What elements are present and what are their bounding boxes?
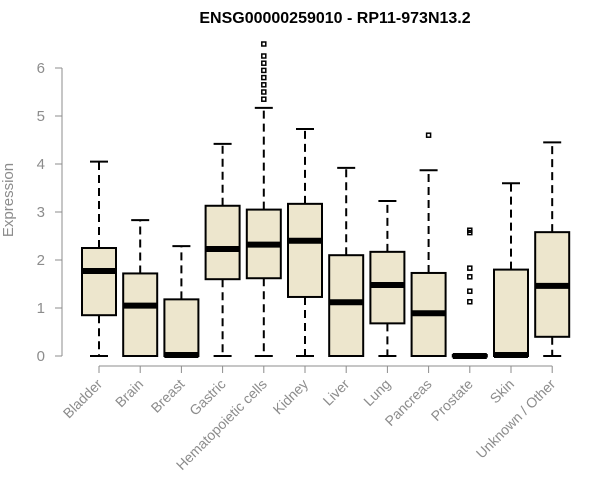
y-tick-label: 6: [37, 60, 45, 77]
y-tick-label: 0: [37, 348, 45, 365]
outlier-point: [261, 41, 267, 47]
x-tick-label: Skin: [487, 376, 518, 407]
box-bladder: [81, 160, 117, 357]
x-tick-label: Prostate: [428, 376, 476, 424]
box-gastric: [204, 142, 241, 357]
x-tick-label: Brain: [112, 376, 146, 410]
iqr-box: [163, 298, 200, 357]
box-breast: [163, 245, 200, 359]
outlier-point: [261, 74, 267, 81]
x-tick-label: Kidney: [270, 376, 312, 418]
y-axis-label: Expression: [0, 163, 17, 237]
outlier-point: [467, 227, 473, 233]
box-prostate: [451, 227, 488, 359]
box-pancreas: [410, 132, 447, 357]
outlier-point: [261, 53, 267, 59]
iqr-box: [204, 204, 241, 281]
iqr-box: [122, 272, 159, 357]
y-tick-label: 1: [37, 300, 45, 317]
x-tick-label: Breast: [148, 376, 188, 416]
outlier-point: [467, 274, 473, 280]
outlier-point: [467, 265, 473, 271]
box-brain: [122, 219, 159, 357]
box-unknown-other: [534, 141, 571, 357]
outlier-point: [261, 96, 267, 102]
outlier-point: [261, 89, 267, 95]
x-tick-label: Lung: [360, 376, 393, 409]
iqr-box: [287, 202, 323, 298]
iqr-box: [493, 268, 529, 358]
y-tick-label: 5: [37, 108, 45, 125]
box-lung: [369, 199, 406, 357]
outlier-point: [425, 132, 432, 138]
boxes-layer: [81, 41, 571, 359]
y-axis: 0 1 2 3 4 5 6: [37, 60, 63, 365]
y-tick-label: 3: [37, 204, 45, 221]
chart-title: ENSG00000259010 - RP11-973N13.2: [199, 10, 470, 27]
y-tick-label: 4: [37, 156, 45, 173]
outlier-point: [261, 60, 267, 66]
box-liver: [328, 166, 365, 357]
outlier-point: [467, 299, 473, 305]
x-tick-label: Bladder: [60, 376, 106, 422]
iqr-box: [81, 247, 117, 317]
x-tick-label: Liver: [320, 376, 353, 409]
iqr-box: [328, 254, 365, 357]
outlier-point: [261, 82, 267, 88]
box-skin: [493, 182, 529, 359]
box-hematopoietic-cells: [245, 41, 282, 357]
box-kidney: [287, 127, 323, 357]
outlier-point: [467, 288, 473, 294]
outlier-point: [261, 67, 267, 74]
y-tick-label: 2: [37, 252, 45, 269]
